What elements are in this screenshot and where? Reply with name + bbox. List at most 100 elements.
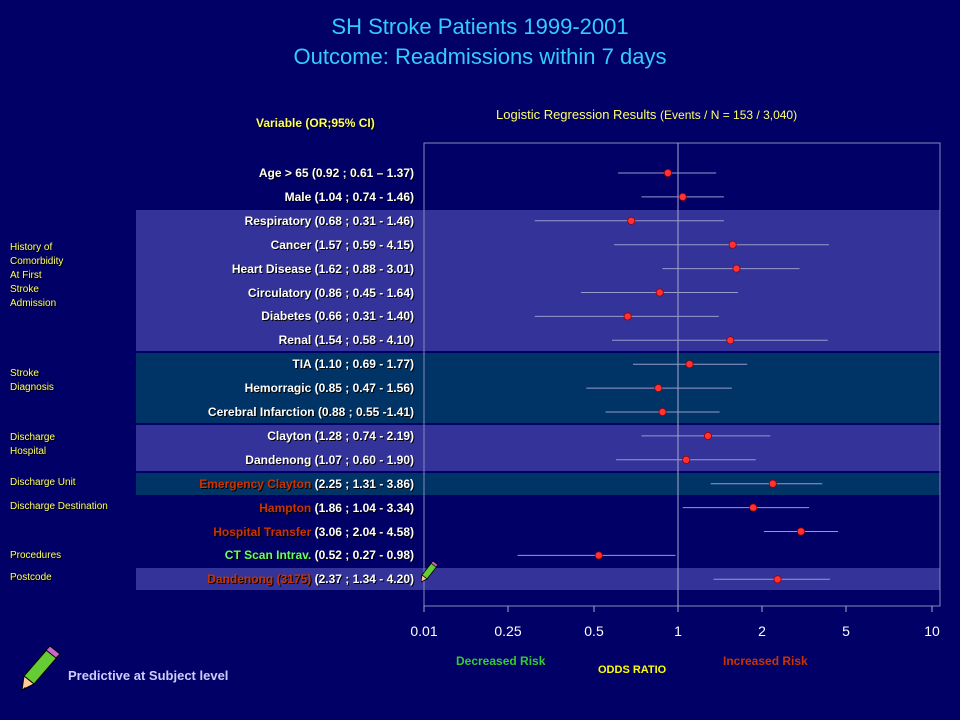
x-tick-label: 0.01 xyxy=(410,623,437,639)
group-label-discharge-hospital: Discharge Hospital xyxy=(10,432,56,457)
variable-name: Hampton xyxy=(259,500,312,515)
variable-stats: (1.62 ; 0.88 - 3.01) xyxy=(311,261,414,276)
regression-header-main: Logistic Regression Results xyxy=(496,107,661,122)
variable-stats: (1.07 ; 0.60 - 1.90) xyxy=(314,452,414,467)
regression-header-events: (Events / N = 153 / 3,040) xyxy=(660,108,798,122)
variable-label: Diabetes (0.66 ; 0.31 - 1.40) xyxy=(261,308,414,324)
odds-ratio-point xyxy=(726,336,735,345)
odds-ratio-point xyxy=(663,168,672,177)
variable-stats: (1.28 ; 0.74 - 2.19) xyxy=(314,428,414,443)
variable-name: Heart Disease xyxy=(231,261,312,276)
group-label-discharge-destination: Discharge Destination xyxy=(10,501,108,512)
variable-name: Diabetes xyxy=(261,309,312,324)
variable-label: Clayton (1.28 ; 0.74 - 2.19) xyxy=(267,428,414,444)
group-label-procedures: Procedures xyxy=(10,550,62,561)
x-tick-label: 0.25 xyxy=(494,623,521,639)
group-label-comorbidity: History of Comorbidity At First Stroke Admis… xyxy=(10,242,64,309)
odds-ratio-point xyxy=(678,192,687,201)
variable-stats: (1.10 ; 0.69 - 1.77) xyxy=(311,357,414,372)
variable-label: Cerebral Infarction (0.88 ; 0.55 -1.41) xyxy=(208,404,414,420)
row-band-purple xyxy=(136,568,940,591)
variable-name: Hemorragic xyxy=(244,381,312,396)
variable-label: Hospital Transfer (3.06 ; 2.04 - 4.58) xyxy=(213,524,414,540)
variable-label: Dandenong (3175) (2.37 ; 1.34 - 4.20) xyxy=(207,571,414,587)
variable-stats: (1.54 ; 0.58 - 4.10) xyxy=(311,333,414,348)
variable-header: Variable (OR;95% CI) xyxy=(256,116,375,130)
variable-stats: (0.52 ; 0.27 - 0.98) xyxy=(311,548,414,563)
variable-name: Circulatory xyxy=(247,285,312,300)
odds-ratio-point xyxy=(654,384,663,393)
variable-stats: (2.25 ; 1.31 - 3.86) xyxy=(314,476,414,491)
group-label-discharge-unit: Discharge Unit xyxy=(10,477,76,488)
pencil-icon xyxy=(421,560,439,583)
x-tick-label: 1 xyxy=(674,623,682,639)
increased-risk-label: Increased Risk xyxy=(723,654,808,668)
odds-ratio-point xyxy=(685,360,694,369)
variable-name: CT Scan Intrav. xyxy=(224,548,312,563)
odds-ratio-point xyxy=(594,551,603,560)
odds-ratio-point xyxy=(773,575,782,584)
variable-stats: (0.86 ; 0.45 - 1.64) xyxy=(311,285,414,300)
odds-ratio-point xyxy=(623,312,632,321)
variable-name: Respiratory xyxy=(244,213,312,228)
variable-name: Cancer xyxy=(270,237,312,252)
x-tick-label: 5 xyxy=(842,623,850,639)
group-label-postcode: Postcode xyxy=(10,572,52,583)
variable-name: Cerebral Infarction xyxy=(207,405,318,419)
variable-name: Male xyxy=(284,189,312,204)
odds-ratio-point xyxy=(749,503,758,512)
x-tick-label: 10 xyxy=(924,623,940,639)
pencil-icon xyxy=(21,645,61,691)
odds-ratio-point xyxy=(768,479,777,488)
x-tick-label: 0.5 xyxy=(584,623,604,639)
x-axis-label: ODDS RATIO xyxy=(598,664,667,676)
odds-ratio-point xyxy=(728,240,737,249)
chart-subtitle: Outcome: Readmissions within 7 days xyxy=(293,44,667,69)
odds-ratio-point xyxy=(682,455,691,464)
row-band-teal xyxy=(136,472,940,495)
variable-stats: (0.66 ; 0.31 - 1.40) xyxy=(311,309,414,324)
regression-header: Logistic Regression Results (Events / N … xyxy=(496,107,797,122)
variable-stats: (1.04 ; 0.74 - 1.46) xyxy=(311,189,414,204)
variable-label: Age > 65 (0.92 ; 0.61 – 1.37) xyxy=(259,165,414,181)
variable-label: Circulatory (0.86 ; 0.45 - 1.64) xyxy=(248,285,414,301)
variable-stats: (1.86 ; 1.04 - 3.34) xyxy=(311,500,414,515)
variable-stats: (1.57 ; 0.59 - 4.15) xyxy=(311,237,414,252)
odds-ratio-point xyxy=(796,527,805,536)
variable-name: Clayton xyxy=(267,428,315,443)
chart-title: SH Stroke Patients 1999-2001 xyxy=(331,14,629,39)
predictive-note: Predictive at Subject level xyxy=(68,668,229,683)
variable-stats: (3.06 ; 2.04 - 4.58) xyxy=(311,524,414,539)
row-band-purple xyxy=(136,209,940,352)
variable-label: Hemorragic (0.85 ; 0.47 - 1.56) xyxy=(245,380,414,396)
variable-name: Renal xyxy=(278,333,312,348)
plot-frame xyxy=(423,142,941,607)
variable-name: Emergency Clayton xyxy=(199,476,315,491)
variable-stats: (0.68 ; 0.31 - 1.46) xyxy=(311,213,414,228)
variable-label: Male (1.04 ; 0.74 - 1.46) xyxy=(285,189,414,205)
variable-label: Renal (1.54 ; 0.58 - 4.10) xyxy=(279,332,414,348)
variable-label: Heart Disease (1.62 ; 0.88 - 3.01) xyxy=(232,261,414,277)
variable-label: Emergency Clayton (2.25 ; 1.31 - 3.86) xyxy=(199,476,414,492)
odds-ratio-point xyxy=(655,288,664,297)
variable-name: Hospital Transfer xyxy=(213,524,312,539)
variable-label: Cancer (1.57 ; 0.59 - 4.15) xyxy=(271,237,414,253)
x-tick-label: 2 xyxy=(758,623,766,639)
variable-label: Hampton (1.86 ; 1.04 - 3.34) xyxy=(259,500,414,516)
decreased-risk-label: Decreased Risk xyxy=(456,654,546,668)
odds-ratio-point xyxy=(732,264,741,273)
row-band-purple xyxy=(136,424,940,471)
row-band-teal xyxy=(136,353,940,423)
variable-stats: (2.37 ; 1.34 - 4.20) xyxy=(311,572,414,587)
group-label-stroke-diagnosis: Stroke Diagnosis xyxy=(10,368,54,393)
odds-ratio-point xyxy=(703,431,712,440)
variable-stats: (0.88 ; 0.55 -1.41) xyxy=(317,405,414,419)
variable-label: Respiratory (0.68 ; 0.31 - 1.46) xyxy=(245,213,414,229)
variable-label: TIA (1.10 ; 0.69 - 1.77) xyxy=(292,356,414,372)
variable-name: Age > 65 xyxy=(258,166,309,180)
variable-name: Dandenong (3175) xyxy=(207,572,312,587)
variable-label: Dandenong (1.07 ; 0.60 - 1.90) xyxy=(245,452,414,468)
odds-ratio-point xyxy=(658,407,667,416)
variable-label: CT Scan Intrav. (0.52 ; 0.27 - 0.98) xyxy=(225,547,414,563)
